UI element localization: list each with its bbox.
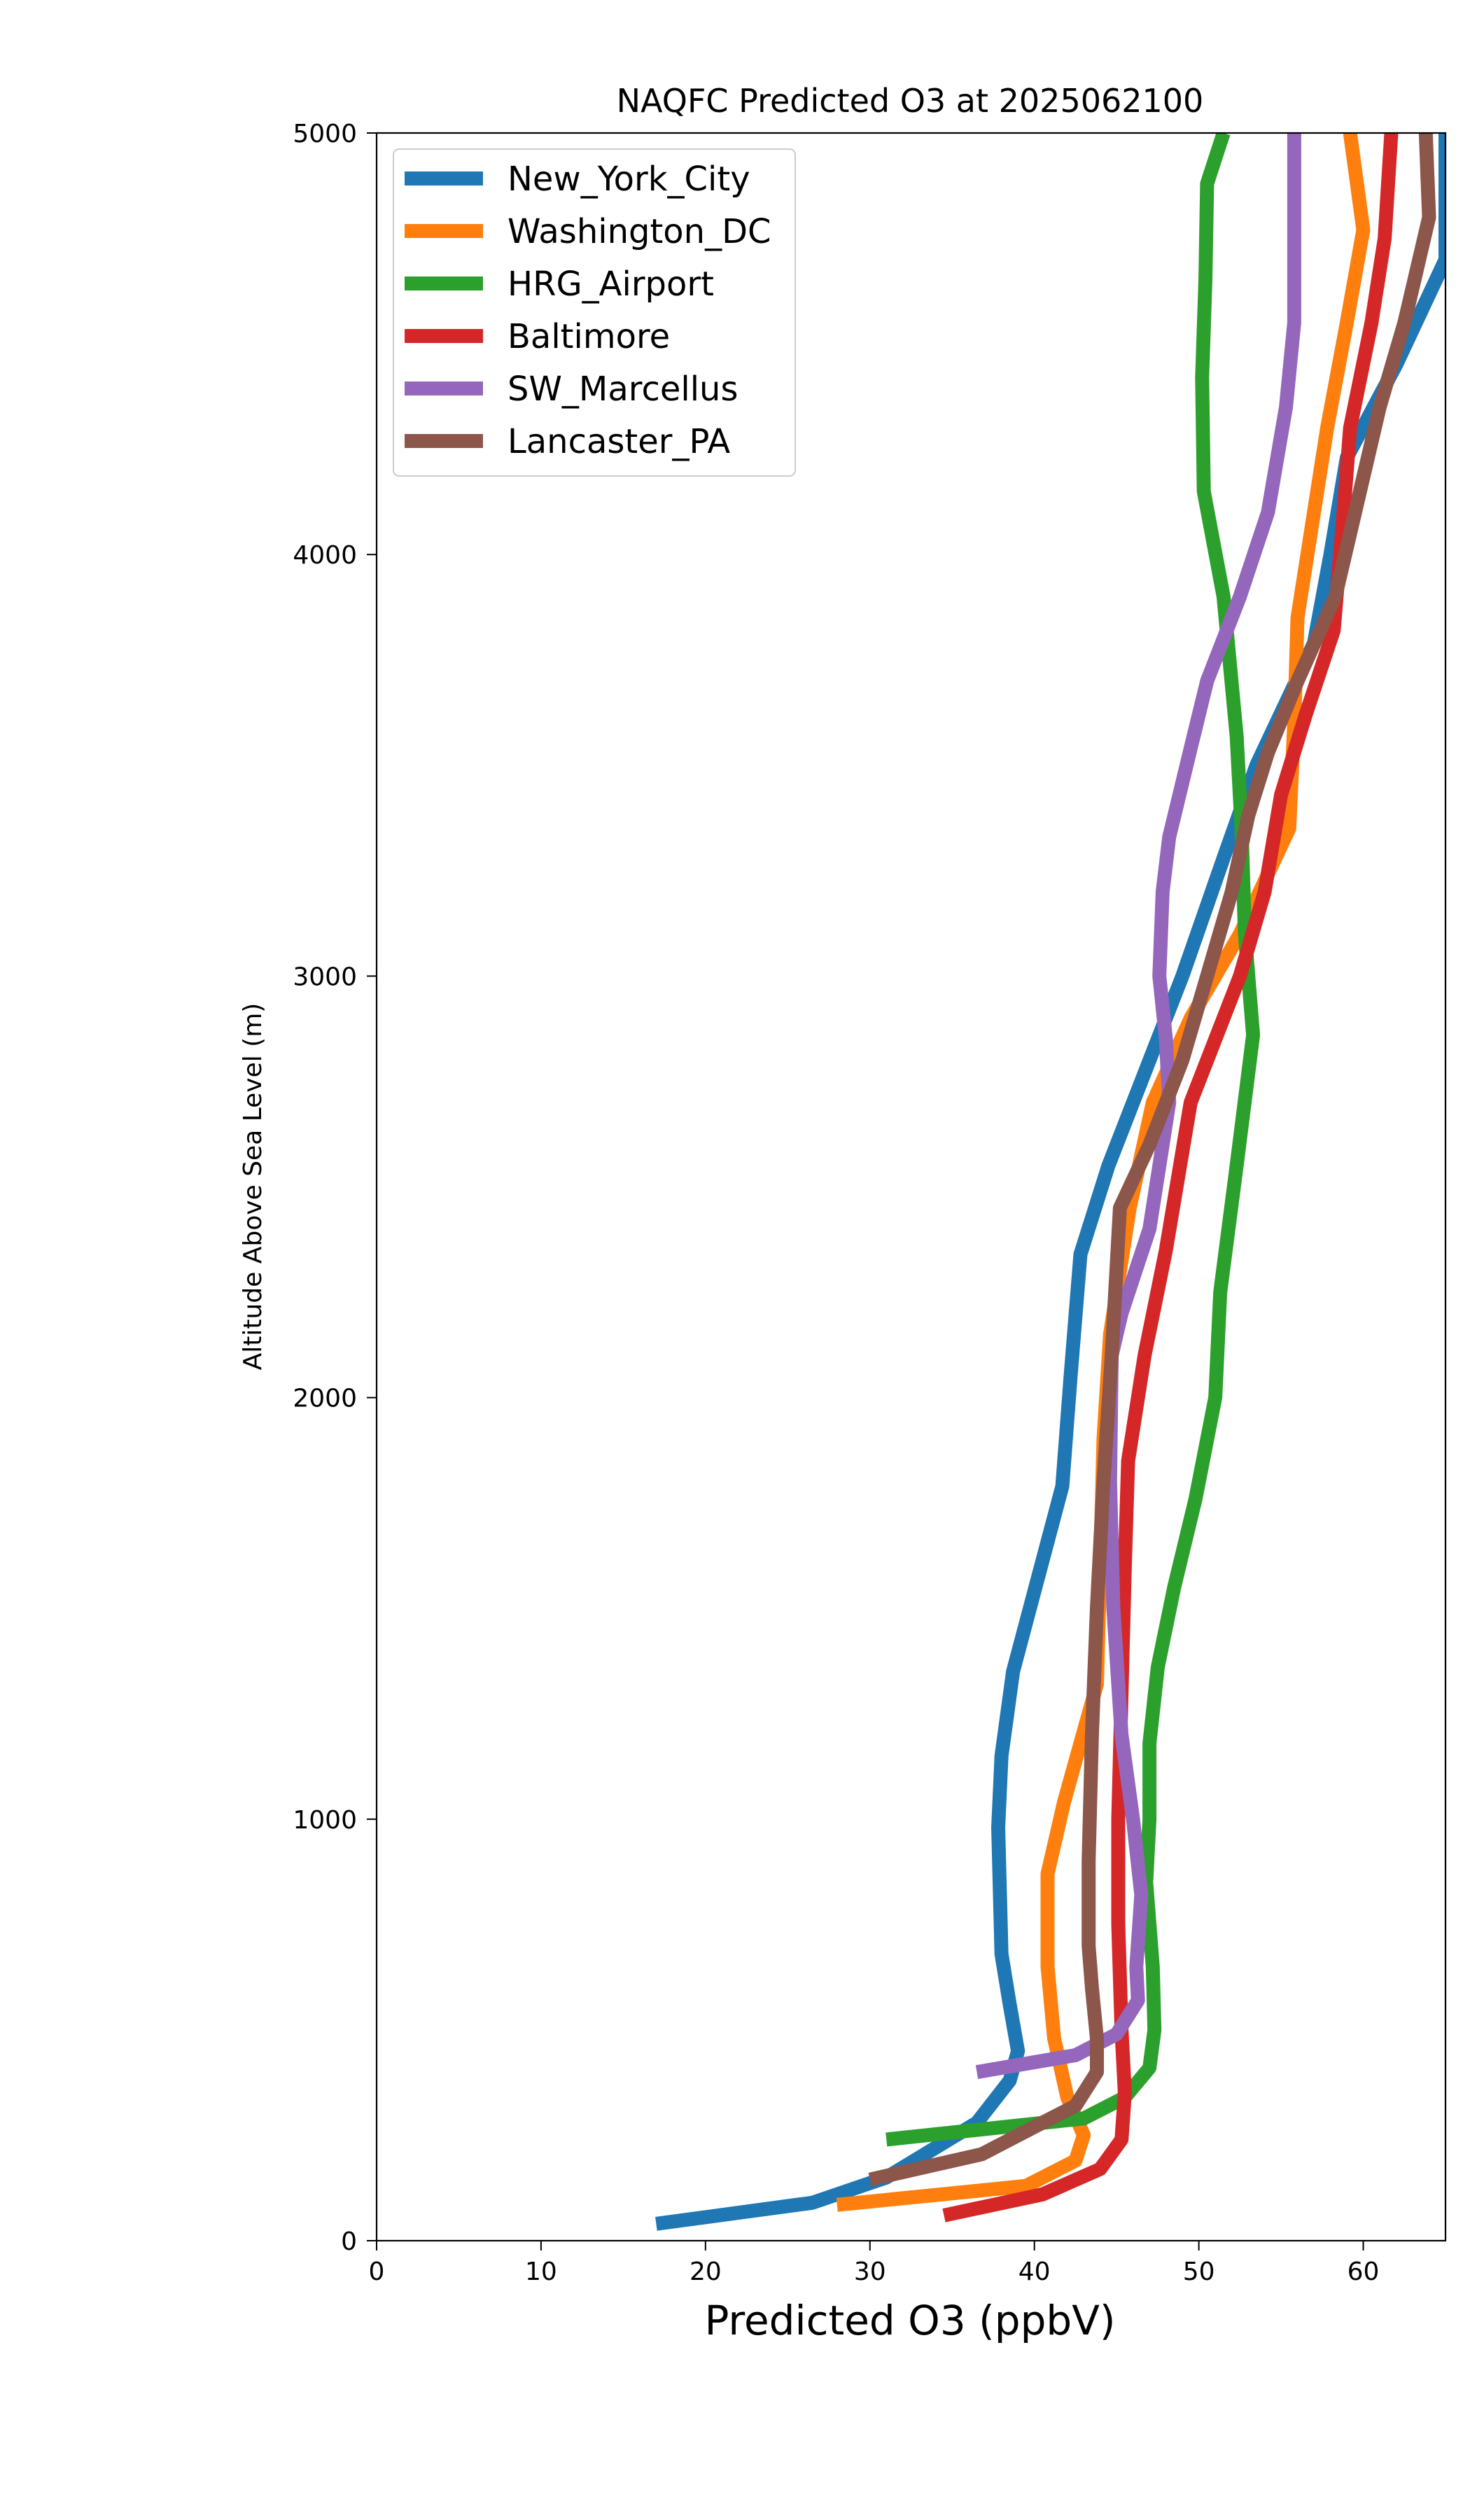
plot-frame (375, 132, 1447, 2242)
series-layer (655, 133, 1446, 2231)
x-axis-label: Predicted O3 (ppbV) (704, 2297, 1115, 2344)
y-tick-label: 5000 (293, 120, 357, 148)
legend-label: Lancaster_PA (507, 422, 730, 461)
series-line-new-york-city (655, 133, 1446, 2231)
y-tick-label: 4000 (293, 541, 357, 570)
series-line-sw-marcellus (975, 133, 1301, 2079)
y-axis-label: Altitude Above Sea Level (m) (239, 1003, 267, 1371)
legend-label: SW_Marcellus (507, 370, 738, 409)
legend: New_York_City Washington_DC HRG_Airport Bal… (393, 148, 796, 477)
series-line-hrg-airport (886, 133, 1261, 2147)
legend-label: Baltimore (507, 317, 670, 356)
y-tick-label: 3000 (293, 962, 357, 991)
y-tick-label: 2000 (293, 1385, 357, 1413)
legend-label: New_York_City (507, 160, 750, 199)
x-tick-label: 40 (1018, 2258, 1051, 2286)
x-axis-ticks: 0 10 20 30 40 50 60 (369, 2241, 1380, 2286)
y-tick-label: 1000 (293, 1806, 357, 1835)
x-tick-label: 60 (1348, 2258, 1380, 2286)
legend-label: Washington_DC (507, 212, 771, 251)
chart-title: NAQFC Predicted O3 at 2025062100 (617, 82, 1204, 120)
y-axis-ticks: 0 1000 2000 3000 4000 5000 (293, 120, 377, 2256)
x-tick-label: 0 (369, 2258, 385, 2286)
legend-frame (393, 148, 796, 477)
x-tick-label: 50 (1183, 2258, 1215, 2286)
legend-label: HRG_Airport (507, 265, 714, 304)
x-tick-label: 20 (690, 2258, 722, 2286)
x-tick-label: 30 (854, 2258, 886, 2286)
y-tick-label: 0 (341, 2227, 357, 2256)
series-line-baltimore (942, 133, 1399, 2222)
x-tick-label: 10 (525, 2258, 557, 2286)
series-line-lancaster-pa (868, 133, 1436, 2187)
